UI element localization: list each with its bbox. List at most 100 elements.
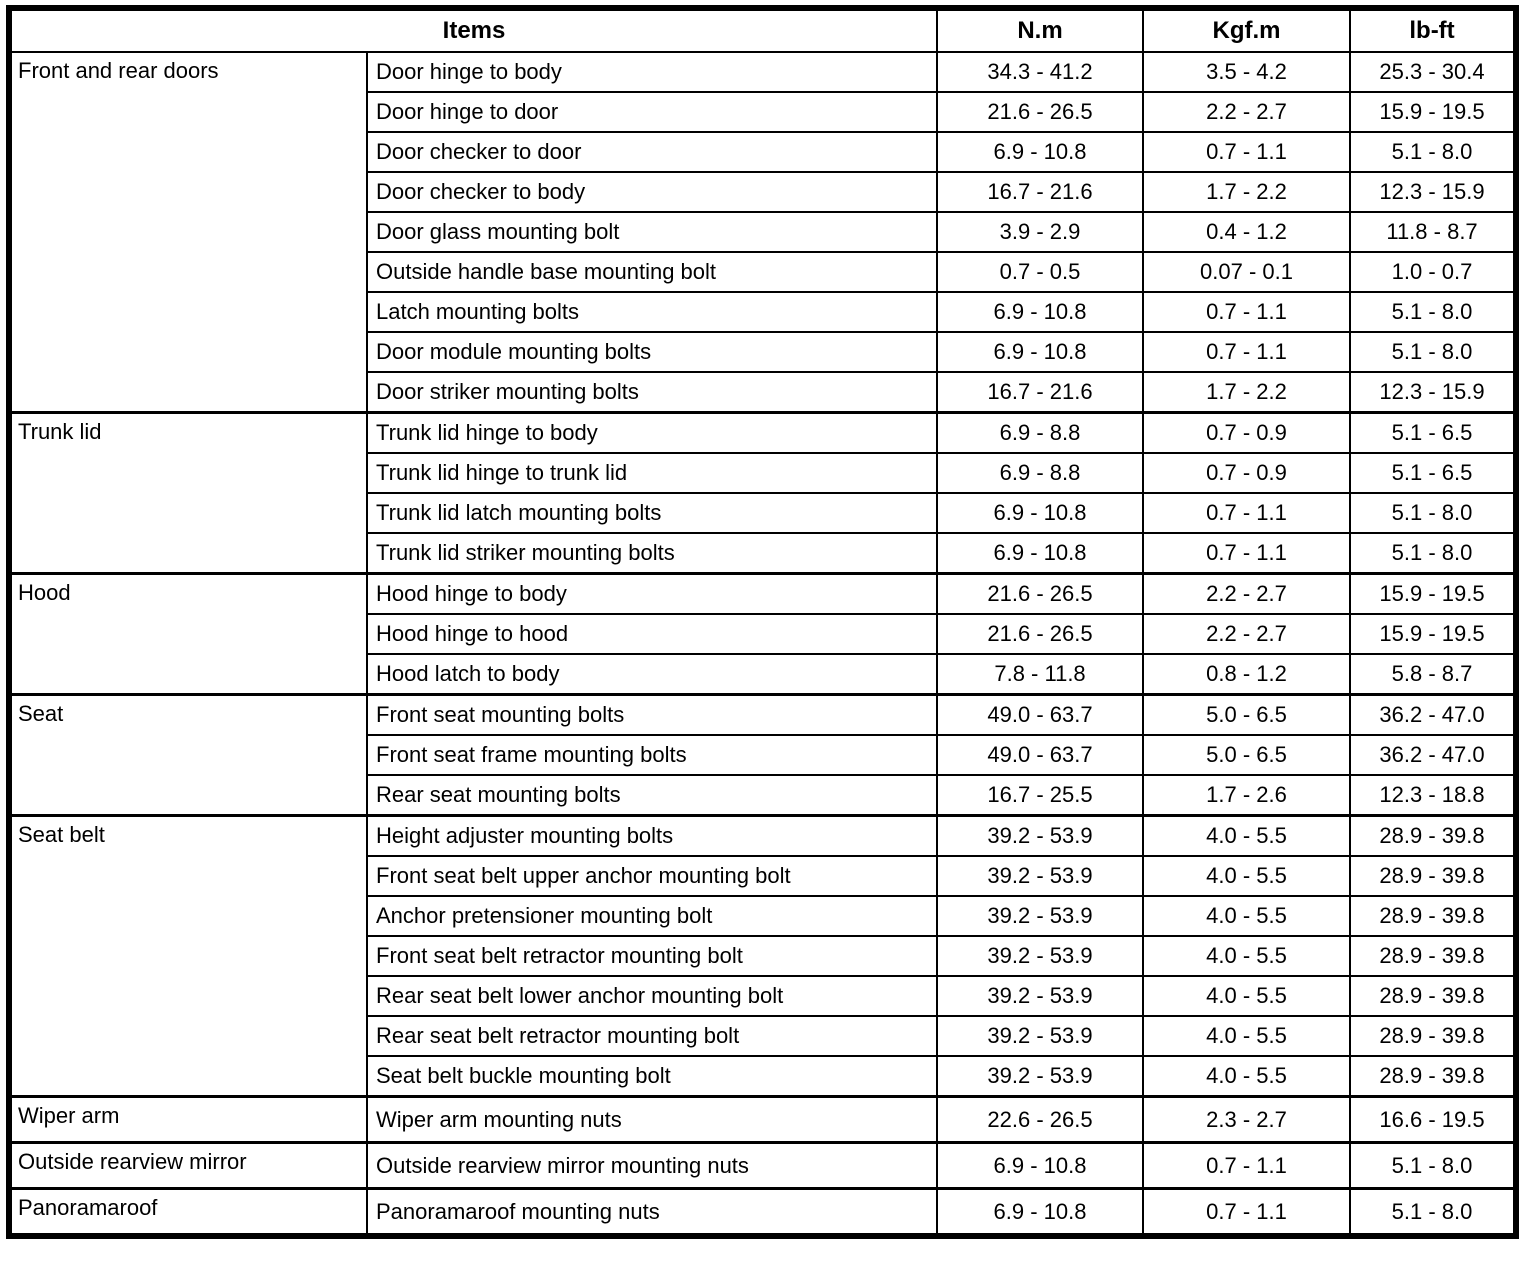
value-kgfm-cell: 4.0 - 5.5 bbox=[1142, 1015, 1352, 1057]
table-row: Door module mounting bolts 6.9 - 10.8 0.7 … bbox=[9, 331, 1518, 373]
value-nm-cell: 39.2 - 53.9 bbox=[936, 814, 1145, 857]
table-row: Door checker to body 16.7 - 21.6 1.7 - 2.2… bbox=[9, 171, 1518, 213]
value-nm-cell: 39.2 - 53.9 bbox=[936, 975, 1145, 1017]
value-nm-cell: 6.9 - 10.8 bbox=[936, 331, 1145, 373]
value-kgfm-cell: 0.7 - 0.9 bbox=[1142, 452, 1352, 494]
table-row: Door glass mounting bolt 3.9 - 2.9 0.4 - 1… bbox=[9, 211, 1518, 253]
value-nm-cell: 16.7 - 25.5 bbox=[936, 774, 1145, 817]
value-lbft-cell: 12.3 - 18.8 bbox=[1349, 774, 1518, 817]
table-row: Front seat belt retractor mounting bolt 3… bbox=[9, 935, 1518, 977]
value-lbft-cell: 5.1 - 8.0 bbox=[1349, 532, 1518, 575]
value-lbft-cell: 12.3 - 15.9 bbox=[1349, 171, 1518, 213]
header-lbft: lb-ft bbox=[1349, 7, 1518, 53]
value-kgfm-cell: 2.2 - 2.7 bbox=[1142, 91, 1352, 133]
table-row: Door checker to door 6.9 - 10.8 0.7 - 1.1 5… bbox=[9, 131, 1518, 173]
table-row: Trunk lid latch mounting bolts 6.9 - 10.8… bbox=[9, 492, 1518, 534]
table-row: Trunk lid striker mounting bolts 6.9 - 10… bbox=[9, 532, 1518, 575]
value-nm-cell: 6.9 - 10.8 bbox=[936, 131, 1145, 173]
table-row: Seat belt Height adjuster mounting bolts 3… bbox=[8, 814, 1518, 1098]
value-kgfm-cell: 0.7 - 1.1 bbox=[1142, 1141, 1352, 1190]
value-kgfm-cell: 1.7 - 2.2 bbox=[1142, 171, 1352, 213]
table-row: Rear seat belt lower anchor mounting bol… bbox=[9, 975, 1518, 1017]
value-kgfm-cell: 4.0 - 5.5 bbox=[1142, 935, 1352, 977]
value-kgfm-cell: 0.8 - 1.2 bbox=[1142, 653, 1352, 696]
value-kgfm-cell: 4.0 - 5.5 bbox=[1142, 975, 1352, 1017]
value-nm-cell: 0.7 - 0.5 bbox=[936, 251, 1145, 293]
item-cell: Door glass mounting bolt bbox=[365, 211, 939, 253]
item-cell: Rear seat belt retractor mounting bolt bbox=[365, 1015, 939, 1057]
value-lbft-cell: 5.8 - 8.7 bbox=[1349, 653, 1518, 696]
item-cell: Outside handle base mounting bolt bbox=[365, 251, 939, 293]
item-cell: Anchor pretensioner mounting bolt bbox=[365, 895, 939, 937]
value-kgfm-cell: 0.7 - 1.1 bbox=[1142, 532, 1352, 575]
value-nm-cell: 21.6 - 26.5 bbox=[936, 613, 1145, 655]
item-cell: Latch mounting bolts bbox=[365, 291, 939, 333]
torque-spec-table: Items N.m Kgf.m lb-ft Front and rear doo… bbox=[6, 5, 1520, 1239]
header-kgfm: Kgf.m bbox=[1142, 7, 1352, 53]
table-row: Wiper arm Wiper arm mounting nuts 22.6 - 2… bbox=[8, 1095, 1518, 1144]
value-lbft-cell: 28.9 - 39.8 bbox=[1349, 814, 1518, 857]
value-lbft-cell: 28.9 - 39.8 bbox=[1349, 855, 1518, 897]
table-row: Front seat belt upper anchor mounting bo… bbox=[9, 855, 1518, 897]
value-nm-cell: 6.9 - 10.8 bbox=[936, 1141, 1145, 1190]
value-kgfm-cell: 0.7 - 0.9 bbox=[1142, 411, 1352, 454]
value-lbft-cell: 36.2 - 47.0 bbox=[1349, 693, 1518, 736]
value-nm-cell: 34.3 - 41.2 bbox=[936, 51, 1145, 93]
value-nm-cell: 6.9 - 10.8 bbox=[936, 492, 1145, 534]
value-lbft-cell: 12.3 - 15.9 bbox=[1349, 371, 1518, 414]
value-nm-cell: 39.2 - 53.9 bbox=[936, 1055, 1145, 1098]
value-kgfm-cell: 2.3 - 2.7 bbox=[1142, 1095, 1352, 1144]
item-cell: Front seat mounting bolts bbox=[365, 693, 939, 736]
value-nm-cell: 21.6 - 26.5 bbox=[936, 91, 1145, 133]
value-lbft-cell: 5.1 - 6.5 bbox=[1349, 452, 1518, 494]
table-row: Hood latch to body 7.8 - 11.8 0.8 - 1.2 5.8… bbox=[9, 653, 1518, 696]
table-row: Front and rear doors Door hinge to body 34… bbox=[8, 51, 1518, 414]
header-items: Items bbox=[7, 7, 939, 53]
value-kgfm-cell: 0.7 - 1.1 bbox=[1142, 1187, 1352, 1237]
item-cell: Door checker to door bbox=[365, 131, 939, 173]
group-label: Trunk lid bbox=[8, 411, 368, 575]
table-row: Front seat frame mounting bolts 49.0 - 63… bbox=[9, 734, 1518, 776]
table-row: Panoramaroof Panoramaroof mounting nuts 6.… bbox=[8, 1187, 1518, 1237]
value-nm-cell: 16.7 - 21.6 bbox=[936, 171, 1145, 213]
item-cell: Panoramaroof mounting nuts bbox=[365, 1187, 939, 1237]
item-cell: Hood hinge to body bbox=[365, 572, 939, 615]
value-kgfm-cell: 1.7 - 2.2 bbox=[1142, 371, 1352, 414]
item-cell: Hood latch to body bbox=[365, 653, 939, 696]
item-cell: Seat belt buckle mounting bolt bbox=[365, 1055, 939, 1098]
header-nm: N.m bbox=[936, 7, 1145, 53]
value-lbft-cell: 28.9 - 39.8 bbox=[1349, 1055, 1518, 1098]
value-nm-cell: 49.0 - 63.7 bbox=[936, 734, 1145, 776]
value-nm-cell: 6.9 - 10.8 bbox=[936, 532, 1145, 575]
group-label: Front and rear doors bbox=[8, 51, 368, 414]
value-nm-cell: 22.6 - 26.5 bbox=[936, 1095, 1145, 1144]
group-label: Wiper arm bbox=[8, 1095, 368, 1144]
group-label: Seat belt bbox=[8, 814, 368, 1098]
value-lbft-cell: 15.9 - 19.5 bbox=[1349, 91, 1518, 133]
value-kgfm-cell: 0.4 - 1.2 bbox=[1142, 211, 1352, 253]
table-row: Hood hinge to hood 21.6 - 26.5 2.2 - 2.7 15… bbox=[9, 613, 1518, 655]
item-cell: Door module mounting bolts bbox=[365, 331, 939, 373]
value-lbft-cell: 28.9 - 39.8 bbox=[1349, 1015, 1518, 1057]
table-row: Seat Front seat mounting bolts 49.0 - 63.7… bbox=[8, 693, 1518, 817]
value-kgfm-cell: 4.0 - 5.5 bbox=[1142, 814, 1352, 857]
value-lbft-cell: 36.2 - 47.0 bbox=[1349, 734, 1518, 776]
group-label: Panoramaroof bbox=[8, 1187, 368, 1237]
item-cell: Front seat belt retractor mounting bolt bbox=[365, 935, 939, 977]
table-row: Rear seat mounting bolts 16.7 - 25.5 1.7 -… bbox=[9, 774, 1518, 817]
item-cell: Door checker to body bbox=[365, 171, 939, 213]
group-label: Outside rearview mirror bbox=[8, 1141, 368, 1190]
value-nm-cell: 39.2 - 53.9 bbox=[936, 895, 1145, 937]
value-nm-cell: 49.0 - 63.7 bbox=[936, 693, 1145, 736]
table-row: Door striker mounting bolts 16.7 - 21.6 1.… bbox=[9, 371, 1518, 414]
value-nm-cell: 16.7 - 21.6 bbox=[936, 371, 1145, 414]
value-nm-cell: 21.6 - 26.5 bbox=[936, 572, 1145, 615]
group-label: Seat bbox=[8, 693, 368, 817]
value-lbft-cell: 16.6 - 19.5 bbox=[1349, 1095, 1518, 1144]
item-cell: Door striker mounting bolts bbox=[365, 371, 939, 414]
table-row: Seat belt buckle mounting bolt 39.2 - 53.… bbox=[9, 1055, 1518, 1098]
value-lbft-cell: 15.9 - 19.5 bbox=[1349, 572, 1518, 615]
item-cell: Outside rearview mirror mounting nuts bbox=[365, 1141, 939, 1190]
value-nm-cell: 6.9 - 10.8 bbox=[936, 1187, 1145, 1237]
